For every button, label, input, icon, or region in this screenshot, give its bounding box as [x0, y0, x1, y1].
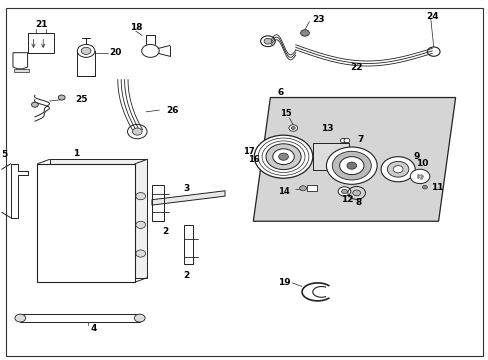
- Circle shape: [332, 151, 370, 180]
- Circle shape: [340, 138, 346, 143]
- Text: 7: 7: [357, 135, 363, 144]
- Text: 6: 6: [276, 87, 283, 96]
- Circle shape: [132, 128, 142, 135]
- Polygon shape: [253, 98, 455, 221]
- Circle shape: [291, 127, 295, 130]
- Circle shape: [265, 144, 301, 170]
- Bar: [27, 33, 54, 53]
- Text: 10: 10: [415, 159, 428, 168]
- Circle shape: [352, 190, 360, 196]
- Polygon shape: [13, 53, 27, 69]
- Text: 26: 26: [166, 105, 179, 114]
- Circle shape: [136, 193, 145, 200]
- Circle shape: [392, 166, 402, 173]
- Bar: [152, 185, 164, 221]
- Circle shape: [31, 102, 38, 107]
- Bar: [20, 314, 140, 321]
- Text: 23: 23: [311, 15, 324, 24]
- Circle shape: [380, 157, 414, 182]
- Circle shape: [343, 138, 349, 143]
- Bar: [183, 225, 193, 264]
- Text: 18: 18: [129, 23, 142, 32]
- Text: 11: 11: [430, 183, 442, 192]
- Text: 12: 12: [340, 195, 352, 204]
- Text: 17: 17: [242, 147, 254, 156]
- Circle shape: [77, 44, 95, 57]
- Circle shape: [422, 185, 427, 189]
- Text: 3: 3: [183, 184, 189, 193]
- Text: 15: 15: [280, 109, 291, 118]
- Circle shape: [264, 39, 271, 44]
- Text: 16: 16: [248, 155, 260, 164]
- Polygon shape: [152, 191, 224, 205]
- Text: 1: 1: [73, 149, 80, 158]
- Bar: [15, 69, 29, 72]
- Bar: [37, 164, 135, 282]
- Circle shape: [81, 47, 91, 54]
- Bar: [77, 51, 95, 76]
- Circle shape: [272, 149, 294, 165]
- Circle shape: [278, 153, 288, 160]
- Text: 4: 4: [90, 324, 97, 333]
- Circle shape: [134, 314, 145, 322]
- Circle shape: [254, 135, 312, 178]
- Text: 2: 2: [162, 228, 168, 237]
- Circle shape: [409, 169, 429, 184]
- Circle shape: [136, 250, 145, 257]
- Bar: [49, 159, 147, 278]
- Circle shape: [58, 95, 65, 100]
- Text: 24: 24: [425, 12, 438, 21]
- Circle shape: [386, 161, 408, 177]
- Text: 20: 20: [109, 48, 122, 57]
- Circle shape: [339, 157, 363, 175]
- Circle shape: [341, 189, 346, 194]
- Text: 9: 9: [413, 152, 419, 161]
- Text: 21: 21: [35, 19, 47, 28]
- Circle shape: [136, 221, 145, 228]
- Circle shape: [300, 30, 309, 36]
- Circle shape: [346, 162, 356, 169]
- Text: 13: 13: [321, 123, 333, 132]
- Text: 8: 8: [355, 198, 362, 207]
- Text: 5: 5: [1, 150, 8, 159]
- Bar: [312, 143, 348, 170]
- Circle shape: [326, 147, 376, 184]
- Bar: [306, 185, 316, 191]
- Text: 14: 14: [277, 186, 289, 195]
- Text: 25: 25: [75, 95, 87, 104]
- Circle shape: [288, 125, 297, 131]
- Text: 19: 19: [278, 278, 290, 287]
- Text: 22: 22: [350, 63, 362, 72]
- Text: 2: 2: [183, 270, 189, 279]
- Circle shape: [299, 186, 306, 191]
- Circle shape: [15, 314, 25, 322]
- Circle shape: [338, 187, 350, 196]
